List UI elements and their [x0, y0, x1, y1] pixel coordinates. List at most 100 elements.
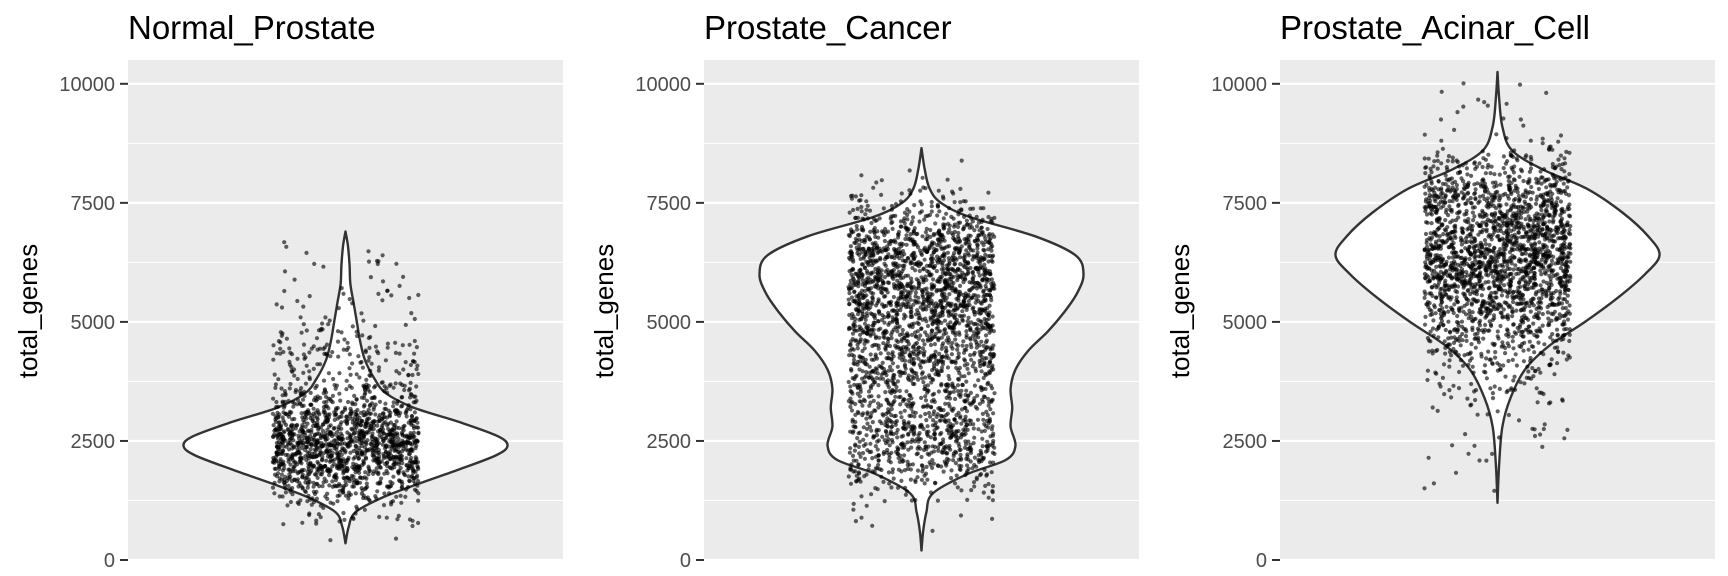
data-point — [917, 268, 922, 274]
data-point — [275, 471, 281, 476]
data-point — [915, 231, 920, 236]
data-point — [909, 279, 914, 284]
data-point — [971, 399, 977, 404]
data-point — [895, 329, 900, 334]
data-point — [1458, 358, 1463, 363]
data-point — [863, 442, 868, 447]
data-point — [974, 342, 980, 347]
data-point — [315, 459, 320, 465]
data-point — [895, 321, 900, 326]
data-point — [979, 225, 984, 230]
data-point — [274, 351, 279, 356]
data-point — [907, 401, 913, 406]
data-point — [979, 219, 984, 224]
data-point — [374, 349, 380, 354]
data-point — [1492, 384, 1497, 389]
data-point — [886, 400, 891, 405]
data-point — [338, 398, 343, 403]
data-point — [911, 284, 916, 289]
data-point — [944, 463, 949, 468]
data-point — [1517, 82, 1523, 87]
y-axis-label: total_genes — [1165, 244, 1195, 378]
data-point — [976, 427, 981, 432]
data-point — [884, 356, 889, 361]
data-point — [978, 283, 983, 288]
data-point — [372, 394, 377, 400]
data-point — [351, 516, 356, 522]
data-point — [860, 369, 865, 374]
data-point — [374, 466, 379, 471]
data-point — [413, 446, 418, 451]
data-point — [411, 478, 416, 483]
data-point — [367, 468, 372, 473]
data-point — [956, 220, 961, 226]
jitter-points — [846, 158, 997, 534]
data-point — [357, 428, 363, 433]
data-point — [974, 477, 979, 482]
data-point — [1472, 214, 1477, 219]
data-point — [335, 452, 340, 457]
data-point — [853, 374, 858, 379]
data-point — [987, 400, 992, 405]
data-point — [334, 472, 339, 477]
data-point — [849, 252, 854, 257]
data-point — [412, 338, 417, 344]
data-point — [959, 407, 965, 412]
data-point — [960, 343, 965, 348]
data-point — [991, 411, 996, 416]
data-point — [867, 403, 872, 408]
data-point — [896, 467, 902, 472]
data-point — [952, 481, 958, 486]
data-point — [893, 317, 898, 322]
data-point — [1473, 388, 1479, 393]
data-point — [852, 289, 857, 295]
data-point — [859, 193, 864, 198]
data-point — [986, 403, 991, 408]
data-point — [376, 259, 381, 264]
data-point — [271, 396, 276, 401]
data-point — [956, 212, 961, 217]
data-point — [956, 457, 961, 462]
data-point — [880, 434, 885, 439]
data-point — [379, 380, 384, 385]
data-point — [854, 294, 859, 299]
data-point — [942, 318, 948, 323]
data-point — [945, 456, 950, 461]
data-point — [941, 235, 946, 240]
data-point — [287, 447, 292, 452]
data-point — [950, 189, 955, 194]
data-point — [407, 460, 412, 465]
data-point — [861, 437, 866, 442]
data-point — [946, 335, 951, 340]
data-point — [887, 320, 892, 325]
data-point — [958, 186, 963, 191]
data-point — [868, 441, 873, 446]
data-point — [857, 242, 862, 247]
data-point — [919, 209, 924, 214]
data-point — [912, 298, 917, 303]
data-point — [396, 470, 401, 475]
data-point — [906, 420, 911, 425]
data-point — [411, 426, 417, 431]
data-point — [990, 433, 996, 438]
data-point — [954, 473, 959, 478]
data-point — [340, 488, 345, 493]
data-point — [991, 460, 996, 465]
data-point — [935, 412, 940, 417]
data-point — [898, 199, 904, 204]
data-point — [868, 400, 873, 405]
data-point — [879, 421, 884, 426]
data-point — [856, 308, 861, 313]
data-point — [982, 316, 987, 322]
data-point — [933, 423, 938, 428]
data-point — [409, 413, 414, 419]
data-point — [338, 483, 343, 488]
data-point — [340, 433, 345, 438]
data-point — [348, 414, 353, 419]
data-point — [920, 175, 925, 180]
data-point — [887, 300, 892, 305]
data-point — [958, 394, 963, 399]
data-point — [882, 294, 887, 299]
data-point — [859, 494, 864, 499]
data-point — [332, 410, 337, 415]
